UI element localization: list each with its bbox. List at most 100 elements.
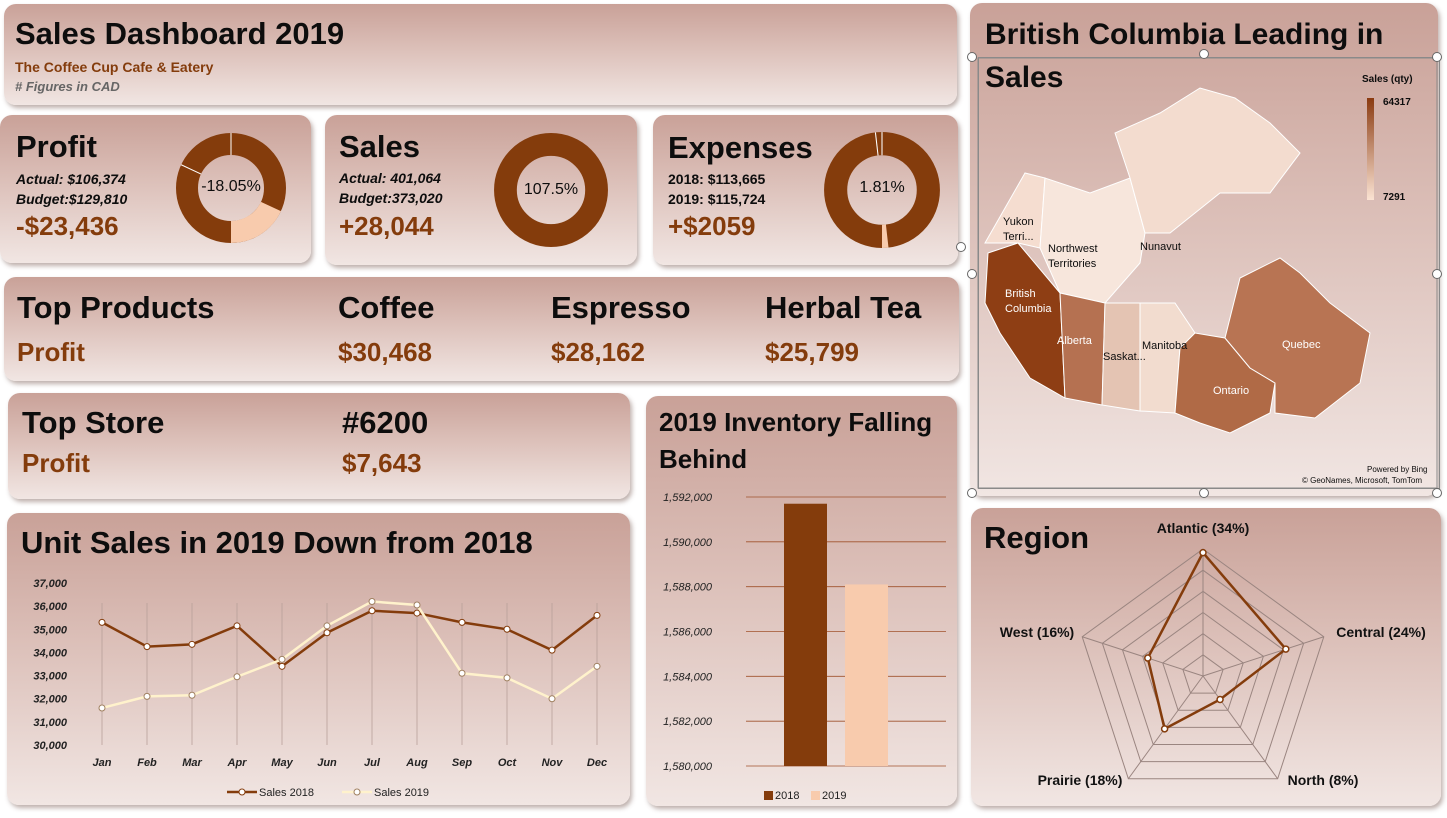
radar-grid-ring bbox=[1101, 569, 1305, 763]
expenses-donut bbox=[824, 132, 940, 248]
map-region-quebec: Quebec bbox=[1282, 339, 1321, 351]
unit-sales-line-chart: 30,000 31,000 32,000 33,000 34,000 35,000 36,0… bbox=[33, 578, 607, 799]
line-point-2018 bbox=[188, 640, 196, 648]
line-chart-xtick: Jan bbox=[93, 757, 112, 769]
sales-donut-label: 107.5% bbox=[523, 181, 579, 198]
line-point-2019 bbox=[548, 695, 556, 703]
sales-donut bbox=[494, 133, 608, 247]
line-point-2018 bbox=[233, 622, 241, 630]
line-legend-marker bbox=[238, 788, 246, 796]
map-region-shape-northwest-territories bbox=[1039, 177, 1146, 304]
region-chart-title: Region bbox=[984, 520, 1090, 555]
radar-category-label: Central (24%) bbox=[1336, 624, 1425, 640]
sales-kpi-label: Sales bbox=[339, 129, 421, 164]
line-chart-xtick: Oct bbox=[498, 757, 518, 769]
resize-handle-ne[interactable] bbox=[1432, 52, 1442, 62]
map-legend-gradient bbox=[1367, 98, 1374, 200]
unit-sales-chart-card: Unit Sales in 2019 Down from 2018 30,000… bbox=[7, 513, 630, 805]
resize-handle-s[interactable] bbox=[1199, 488, 1209, 498]
line-point-2019 bbox=[143, 692, 151, 700]
expenses-kpi-label: Expenses bbox=[668, 130, 813, 165]
sales-budget: Budget:373,020 bbox=[339, 190, 443, 206]
profit-donut-label: -18.05% bbox=[201, 178, 261, 195]
region-chart-card: Region Atlantic (34%) Central (24%) North … bbox=[971, 508, 1441, 806]
map-region-saskatchewan: Saskat... bbox=[1103, 351, 1146, 363]
line-chart-xtick: Jun bbox=[317, 757, 337, 769]
resize-handle-sw[interactable] bbox=[967, 488, 977, 498]
bar-chart-ytick: 1,590,000 bbox=[663, 537, 713, 549]
line-point-2018 bbox=[323, 629, 331, 637]
line-chart-xtick: Apr bbox=[227, 757, 248, 769]
top-store-card: Top Store Profit #6200 $7,643 bbox=[8, 393, 630, 499]
line-point-2018 bbox=[413, 609, 421, 617]
bar-chart-ytick: 1,584,000 bbox=[663, 671, 713, 683]
radar-category-label: Atlantic (34%) bbox=[1157, 520, 1250, 536]
bar-chart-ytick: 1,588,000 bbox=[663, 582, 713, 594]
line-point-2019 bbox=[413, 601, 421, 609]
expenses-donut-segment bbox=[824, 132, 940, 248]
sales-donut-ring bbox=[494, 133, 608, 247]
line-chart-ytick: 37,000 bbox=[33, 578, 68, 590]
product-name-herbal-tea: Herbal Tea bbox=[765, 290, 922, 325]
inventory-chart-card: 2019 Inventory Falling Behind 1,580,000 1… bbox=[646, 396, 957, 806]
line-chart-xtick: Nov bbox=[542, 757, 564, 769]
line-legend-marker bbox=[353, 788, 361, 796]
inventory-bar-chart: 1,580,000 1,582,000 1,584,000 1,586,000 1,58… bbox=[663, 492, 946, 802]
line-point-2018 bbox=[593, 611, 601, 619]
product-profit-espresso: $28,162 bbox=[551, 337, 645, 367]
line-chart-ytick: 30,000 bbox=[33, 740, 68, 752]
line-point-2019 bbox=[233, 673, 241, 681]
radar-series bbox=[1146, 550, 1288, 731]
line-chart-ytick: 35,000 bbox=[33, 624, 68, 636]
expenses-variance: +$2059 bbox=[668, 211, 756, 241]
product-name-coffee: Coffee bbox=[338, 290, 435, 325]
radar-grid-ring bbox=[1081, 548, 1325, 780]
profit-donut-segment bbox=[176, 133, 286, 243]
line-chart-xtick: Aug bbox=[405, 757, 428, 769]
resize-handle-n[interactable] bbox=[1199, 49, 1209, 59]
line-chart-xtick: Feb bbox=[137, 757, 157, 769]
expenses-kpi-card: Expenses 2018: $113,665 2019: $115,724 +… bbox=[653, 115, 958, 265]
radar-spoke bbox=[1202, 636, 1324, 677]
bar-legend-swatch bbox=[811, 791, 820, 800]
line-chart-xtick: Sep bbox=[452, 757, 472, 769]
map-region-northwest-territories: Northwest Territories bbox=[1048, 243, 1098, 270]
inventory-bar-2019 bbox=[845, 584, 888, 766]
radar-point bbox=[1216, 695, 1224, 704]
map-credit-bing: Powered by Bing bbox=[1367, 465, 1428, 474]
figures-note: # Figures in CAD bbox=[15, 79, 120, 94]
line-point-2019 bbox=[368, 598, 376, 606]
line-chart-ytick: 31,000 bbox=[33, 717, 68, 729]
radar-spoke bbox=[1082, 636, 1204, 677]
inventory-bar-2018 bbox=[784, 503, 827, 766]
expenses-donut-label: 1.81% bbox=[859, 179, 905, 196]
profit-kpi-card: Profit Actual: $106,374 Budget:$129,810 … bbox=[0, 115, 311, 263]
line-legend-label: Sales 2019 bbox=[374, 787, 429, 799]
line-chart-xtick: Dec bbox=[587, 757, 607, 769]
top-products-row-label: Profit bbox=[17, 337, 85, 367]
resize-handle-w[interactable] bbox=[956, 242, 966, 252]
resize-handle-w2[interactable] bbox=[967, 269, 977, 279]
line-point-2018 bbox=[143, 643, 151, 651]
profit-donut bbox=[176, 133, 286, 243]
resize-handle-e[interactable] bbox=[1432, 269, 1442, 279]
line-point-2019 bbox=[278, 655, 286, 663]
radar-point bbox=[1199, 548, 1207, 557]
page-title: Sales Dashboard 2019 bbox=[15, 16, 345, 51]
bar-legend-label: 2019 bbox=[822, 790, 846, 802]
radar-point bbox=[1144, 654, 1152, 662]
map-region-alberta: Alberta bbox=[1057, 335, 1092, 347]
radar-grid-ring bbox=[1182, 654, 1224, 694]
profit-budget: Budget:$129,810 bbox=[16, 191, 128, 207]
resize-handle-nw[interactable] bbox=[967, 52, 977, 62]
map-region-shape-alberta bbox=[1059, 292, 1106, 406]
sales-variance: +28,044 bbox=[339, 211, 434, 241]
line-point-2019 bbox=[188, 691, 196, 699]
expenses-2019: 2019: $115,724 bbox=[668, 191, 766, 207]
radar-category-label: North (8%) bbox=[1288, 772, 1359, 788]
map-legend-min: 7291 bbox=[1383, 192, 1406, 203]
resize-handle-se[interactable] bbox=[1432, 488, 1442, 498]
top-store-number: #6200 bbox=[342, 405, 429, 440]
radar-point bbox=[1282, 645, 1290, 653]
header-card: Sales Dashboard 2019 The Coffee Cup Cafe… bbox=[4, 4, 957, 105]
